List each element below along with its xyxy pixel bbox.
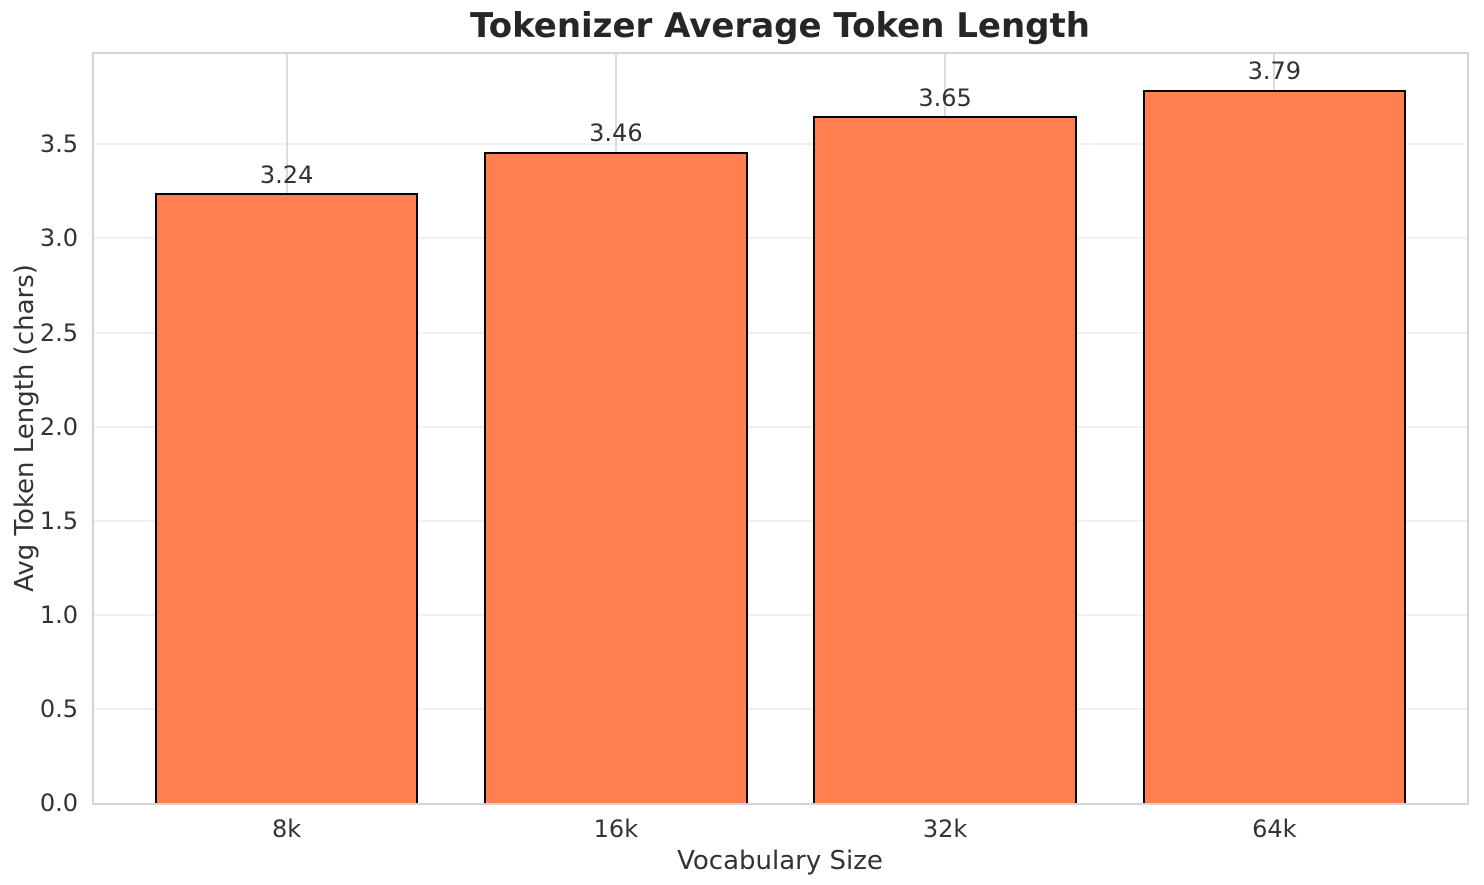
bar-value-label: 3.79 [1247, 57, 1302, 86]
h-gridline [94, 425, 1467, 428]
h-gridline [94, 237, 1467, 240]
chart-title: Tokenizer Average Token Length [470, 6, 1090, 46]
y-tick-label: 2.0 [39, 412, 78, 441]
x-tick-label: 8k [272, 815, 302, 843]
y-tick-label: 1.0 [39, 600, 78, 629]
bar-16k [484, 151, 748, 803]
y-tick-label: 1.5 [39, 506, 78, 535]
h-gridline [94, 143, 1467, 146]
bar-value-label: 3.65 [918, 83, 972, 112]
y-tick-label: 3.0 [39, 224, 78, 253]
bar-value-label: 3.46 [589, 119, 643, 148]
h-gridline [94, 613, 1467, 616]
y-tick-label: 0.0 [39, 788, 78, 817]
x-tick-label: 16k [593, 815, 639, 843]
bar-value-label: 3.24 [259, 160, 314, 189]
y-tick-label: 0.5 [39, 694, 78, 723]
h-gridline [94, 331, 1467, 334]
x-tick-label: 32k [922, 815, 968, 843]
x-tick-label: 64k [1252, 815, 1297, 843]
h-gridline [94, 707, 1467, 710]
bar-32k [813, 116, 1077, 803]
bar-8k [154, 193, 419, 803]
y-tick-label: 2.5 [39, 318, 78, 347]
y-tick-label: 3.5 [39, 130, 78, 159]
plot-area: 3.24 3.46 3.65 3.79 [92, 52, 1469, 805]
h-gridline [94, 519, 1467, 522]
x-axis-label: Vocabulary Size [677, 846, 883, 876]
bar-64k [1142, 89, 1407, 803]
